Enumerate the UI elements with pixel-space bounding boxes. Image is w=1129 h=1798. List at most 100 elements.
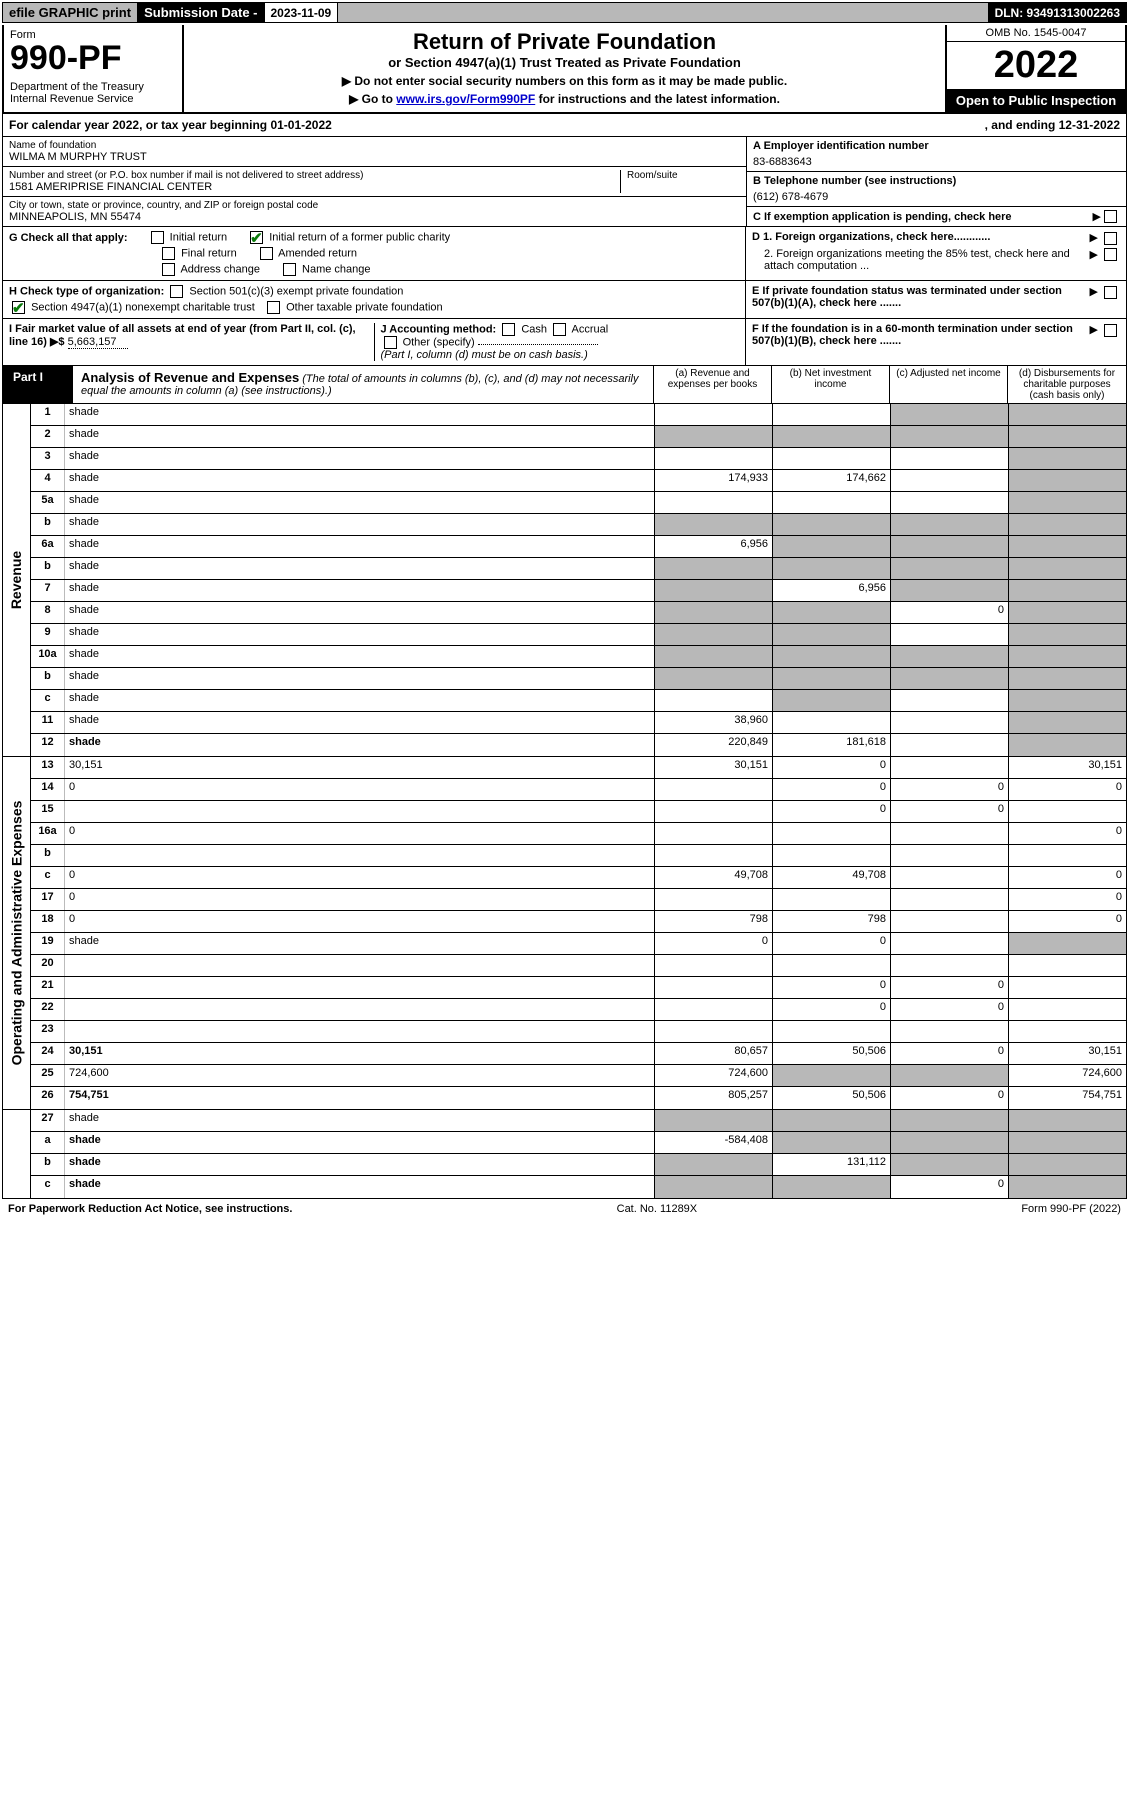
cell-c: 0 [890,1176,1008,1198]
cell-c: 0 [890,999,1008,1020]
cell-d [1008,514,1126,535]
cell-d: 0 [1008,911,1126,932]
cell-d [1008,1154,1126,1175]
line-desc: shade [65,1154,654,1175]
table-row: cshade [31,690,1126,712]
c-checkbox[interactable] [1104,210,1117,223]
table-row: cshade0 [31,1176,1126,1198]
line-desc [65,977,654,998]
cell-b: 6,956 [772,580,890,601]
cell-c [890,646,1008,667]
j-other-checkbox[interactable] [384,336,397,349]
cell-d [1008,1110,1126,1131]
cell-c [890,448,1008,469]
table-row: 1330,15130,151030,151 [31,757,1126,779]
omb-number: OMB No. 1545-0047 [947,25,1125,42]
table-row: 2100 [31,977,1126,999]
submission-date-label: Submission Date - [138,3,264,22]
cell-d [1008,955,1126,976]
cell-c: 0 [890,801,1008,822]
irs-link[interactable]: www.irs.gov/Form990PF [396,92,535,106]
j-accrual-checkbox[interactable] [553,323,566,336]
cell-c [890,712,1008,733]
line-desc: 754,751 [65,1087,654,1109]
cell-b [772,668,890,689]
f-checkbox[interactable] [1104,324,1117,337]
cell-c [890,558,1008,579]
final-return-checkbox[interactable] [162,247,175,260]
h-4947-label: Section 4947(a)(1) nonexempt charitable … [31,301,255,313]
d1-checkbox[interactable] [1104,232,1117,245]
h-501c3-checkbox[interactable] [170,285,183,298]
instr-pre: ▶ Go to [349,92,396,106]
cell-a [654,492,772,513]
cell-a [654,1176,772,1198]
submission-date-value: 2023-11-09 [265,3,339,22]
cell-d: 754,751 [1008,1087,1126,1109]
cell-b [772,889,890,910]
line-number: 23 [31,1021,65,1042]
room-label: Room/suite [627,170,740,181]
cell-b [772,558,890,579]
cell-b: 0 [772,779,890,800]
initial-former-checkbox[interactable] [250,231,263,244]
efile-label[interactable]: efile GRAPHIC print [3,3,138,22]
line-desc: shade [65,470,654,491]
cell-a: 6,956 [654,536,772,557]
line-desc: 724,600 [65,1065,654,1086]
table-row: b [31,845,1126,867]
line-desc: shade [65,580,654,601]
d2-checkbox[interactable] [1104,248,1117,261]
addr-change-label: Address change [180,263,260,275]
line-number: 21 [31,977,65,998]
e-label: E If private foundation status was termi… [752,285,1089,309]
h-other-checkbox[interactable] [267,301,280,314]
table-row: 11shade38,960 [31,712,1126,734]
cell-a [654,558,772,579]
instr-post: for instructions and the latest informat… [535,92,780,106]
amended-return-checkbox[interactable] [260,247,273,260]
j-cash-checkbox[interactable] [502,323,515,336]
foundation-info: Name of foundation WILMA M MURPHY TRUST … [2,137,1127,227]
table-row: 1807987980 [31,911,1126,933]
cell-b [772,955,890,976]
cell-b: 0 [772,757,890,778]
cell-d: 30,151 [1008,1043,1126,1064]
g-check-row: G Check all that apply: Initial return I… [2,227,1127,281]
j-accrual-label: Accrual [572,323,609,335]
initial-return-checkbox[interactable] [151,231,164,244]
cell-a [654,580,772,601]
name-change-checkbox[interactable] [283,263,296,276]
line-desc: shade [65,404,654,425]
cell-c: 0 [890,779,1008,800]
table-row: 1700 [31,889,1126,911]
line-number: 2 [31,426,65,447]
cell-a [654,1154,772,1175]
cell-c: 0 [890,1087,1008,1109]
e-checkbox[interactable] [1104,286,1117,299]
line-desc: shade [65,558,654,579]
cell-b [772,624,890,645]
addr-change-checkbox[interactable] [162,263,175,276]
instr-link-row: ▶ Go to www.irs.gov/Form990PF for instru… [194,92,935,106]
line-number: 10a [31,646,65,667]
col-d-header: (d) Disbursements for charitable purpose… [1008,366,1126,403]
form-subtitle: or Section 4947(a)(1) Trust Treated as P… [194,55,935,70]
calendar-year-row: For calendar year 2022, or tax year begi… [2,114,1127,137]
cell-c [890,470,1008,491]
revenue-table: Revenue 1shade2shade3shade4shade174,9331… [2,404,1127,757]
cell-a [654,668,772,689]
ij-row: I Fair market value of all assets at end… [2,319,1127,366]
arrow-icon: ▶ [1093,210,1101,223]
dept-treasury: Department of the Treasury Internal Reve… [10,81,176,105]
cell-c [890,536,1008,557]
form-header: Form 990-PF Department of the Treasury I… [2,25,1127,114]
line-desc [65,845,654,866]
cell-d [1008,404,1126,425]
line-desc [65,999,654,1020]
table-row: 9shade [31,624,1126,646]
cell-a [654,955,772,976]
h-4947-checkbox[interactable] [12,301,25,314]
page-footer: For Paperwork Reduction Act Notice, see … [2,1199,1127,1219]
cell-c [890,757,1008,778]
